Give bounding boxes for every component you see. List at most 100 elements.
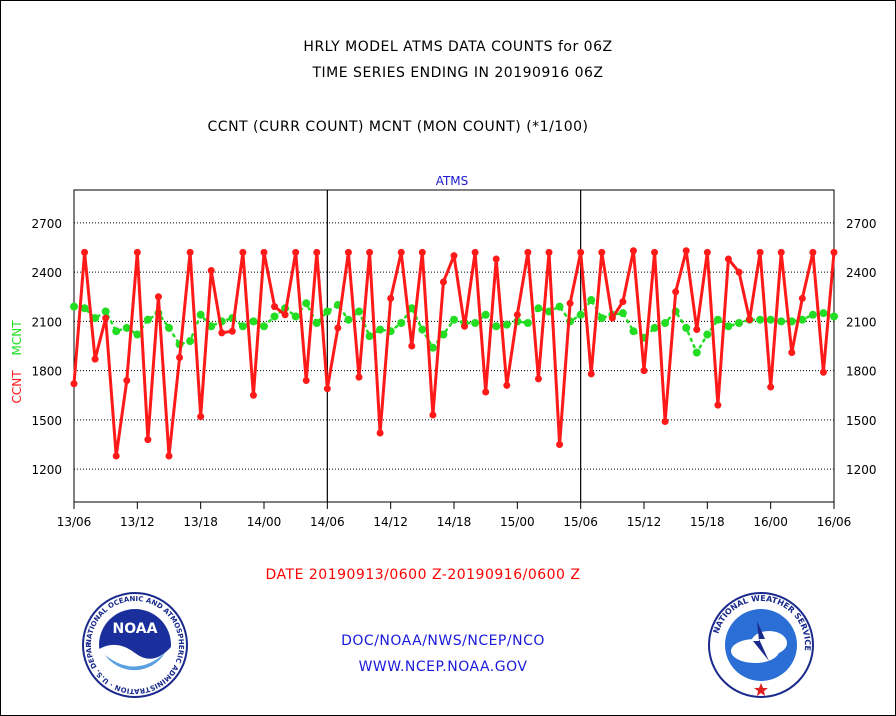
- data-point-ccnt: [81, 248, 89, 256]
- data-point-ccnt: [228, 327, 236, 335]
- data-point-mcnt: [597, 314, 606, 323]
- data-point-mcnt: [798, 315, 807, 324]
- series-layer: [70, 247, 838, 460]
- data-point-mcnt: [819, 309, 828, 318]
- data-point-mcnt: [112, 327, 121, 336]
- x-tick-label: 14/06: [310, 515, 345, 529]
- data-point-ccnt: [724, 255, 732, 263]
- data-point-mcnt: [576, 310, 585, 319]
- data-point-mcnt: [808, 310, 817, 319]
- data-point-ccnt: [556, 441, 564, 449]
- data-point-mcnt: [101, 307, 110, 316]
- data-point-mcnt: [650, 323, 659, 332]
- data-point-mcnt: [587, 296, 596, 305]
- y-tick-label-left: 2400: [31, 266, 62, 280]
- data-point-mcnt: [70, 302, 78, 311]
- day-separators: [326, 190, 582, 502]
- data-point-ccnt: [102, 314, 110, 322]
- data-point-mcnt: [502, 320, 511, 329]
- data-point-ccnt: [714, 401, 722, 409]
- y-tick-label-right: 1500: [846, 414, 877, 428]
- data-point-ccnt: [271, 303, 279, 311]
- data-point-ccnt: [809, 248, 817, 256]
- data-point-mcnt: [238, 322, 247, 331]
- plot-frame: [73, 189, 835, 503]
- data-point-ccnt: [461, 322, 469, 330]
- data-point-ccnt: [355, 373, 363, 381]
- y-tick-label-left: 2700: [31, 217, 62, 231]
- y-tick-label-right: 1800: [846, 365, 877, 379]
- data-point-ccnt: [577, 248, 585, 256]
- data-point-mcnt: [428, 343, 437, 352]
- credit-line-url[interactable]: WWW.NCEP.NOAA.GOV: [358, 659, 528, 675]
- data-point-ccnt: [471, 248, 479, 256]
- data-point-mcnt: [523, 319, 532, 328]
- data-point-ccnt: [281, 311, 289, 319]
- data-point-ccnt: [112, 452, 120, 460]
- series-line-mcnt: [72, 297, 836, 356]
- data-point-ccnt: [756, 248, 764, 256]
- data-point-ccnt: [165, 452, 173, 460]
- data-point-mcnt: [407, 304, 416, 313]
- data-point-ccnt: [91, 355, 99, 363]
- data-point-mcnt: [830, 312, 838, 321]
- data-point-mcnt: [735, 319, 743, 328]
- data-point-ccnt: [123, 376, 131, 384]
- x-axis: 13/06 13/12 13/18 14/00 14/06 14/12 14/18 15/00…: [57, 502, 851, 529]
- data-point-mcnt: [207, 322, 216, 331]
- data-point-ccnt: [661, 418, 669, 426]
- y-axes: 1200 1200 1500 1500 1800 1800 2100 2100 2400 2400…: [31, 217, 876, 477]
- data-point-ccnt: [598, 248, 606, 256]
- x-tick-label: 16/00: [753, 515, 788, 529]
- data-point-ccnt: [651, 248, 659, 256]
- data-point-mcnt: [260, 322, 268, 331]
- data-point-ccnt: [503, 381, 511, 389]
- data-point-ccnt: [197, 413, 205, 421]
- data-point-mcnt: [186, 337, 195, 346]
- data-point-mcnt: [439, 330, 448, 339]
- data-point-ccnt: [260, 248, 268, 256]
- data-point-ccnt: [788, 349, 796, 357]
- data-point-ccnt: [819, 368, 827, 376]
- data-point-ccnt: [344, 248, 352, 256]
- data-point-mcnt: [397, 319, 406, 328]
- data-point-ccnt: [408, 342, 416, 350]
- data-point-mcnt: [766, 315, 775, 324]
- data-point-ccnt: [154, 293, 162, 301]
- data-point-ccnt: [682, 247, 690, 255]
- x-tick-label: 15/06: [563, 515, 598, 529]
- nws-logo: NATIONAL WEATHER SERVICE: [708, 592, 814, 698]
- data-point-ccnt: [186, 248, 194, 256]
- data-point-ccnt: [693, 326, 701, 334]
- x-tick-label: 14/18: [437, 515, 472, 529]
- data-point-ccnt: [619, 298, 627, 306]
- data-point-ccnt: [703, 248, 711, 256]
- data-point-ccnt: [429, 411, 437, 419]
- data-point-mcnt: [661, 319, 670, 328]
- data-point-mcnt: [302, 299, 311, 308]
- data-point-ccnt: [439, 278, 447, 286]
- data-point-mcnt: [365, 332, 374, 341]
- data-point-ccnt: [777, 248, 785, 256]
- chart-title-line-1: HRLY MODEL ATMS DATA COUNTS for 06Z: [303, 39, 613, 55]
- data-point-mcnt: [492, 322, 501, 331]
- data-point-mcnt: [344, 315, 353, 324]
- x-tick-label: 15/00: [500, 515, 535, 529]
- x-tick-label: 14/00: [247, 515, 282, 529]
- y-axis-label-ccnt: CCNT: [10, 370, 24, 404]
- data-point-mcnt: [122, 323, 131, 332]
- data-point-mcnt: [555, 302, 564, 311]
- y-tick-label-right: 2700: [846, 217, 877, 231]
- x-tick-label: 13/06: [57, 515, 92, 529]
- data-point-mcnt: [249, 317, 258, 326]
- data-point-mcnt: [692, 348, 701, 357]
- data-point-ccnt: [323, 385, 331, 393]
- data-point-mcnt: [724, 322, 733, 331]
- noaa-badge-text: NOAA: [113, 621, 158, 637]
- data-point-ccnt: [798, 294, 806, 302]
- data-point-mcnt: [682, 323, 691, 332]
- data-point-mcnt: [165, 323, 173, 332]
- x-tick-label: 15/18: [690, 515, 725, 529]
